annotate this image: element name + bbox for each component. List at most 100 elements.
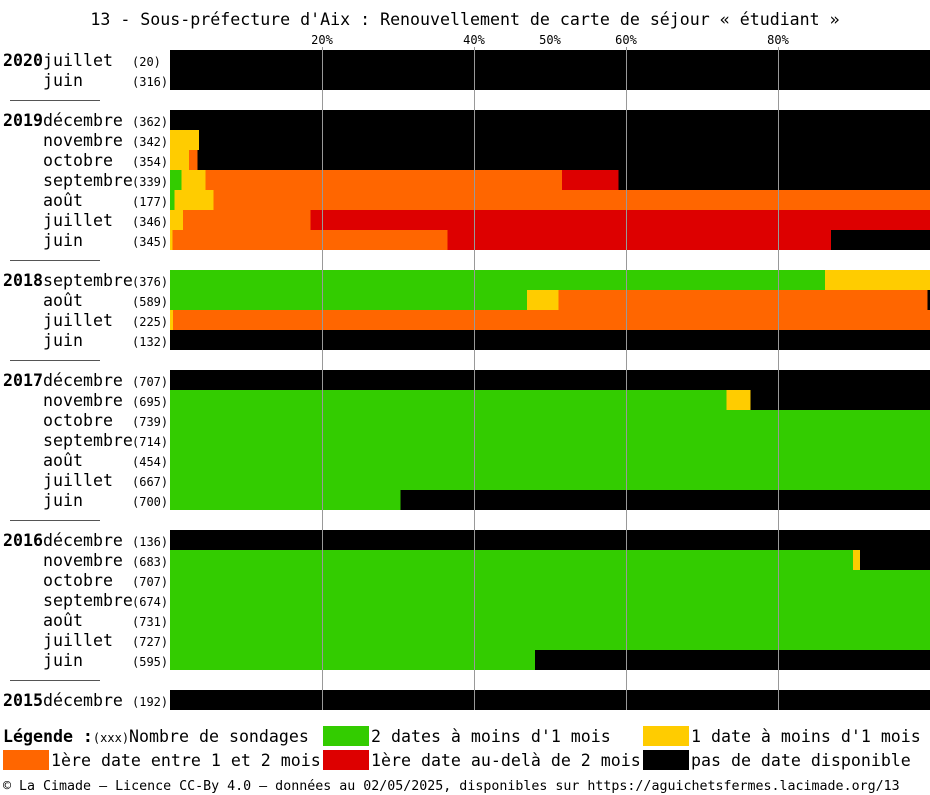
bar-row bbox=[170, 690, 930, 710]
bar-segment-no-date-available bbox=[170, 690, 930, 710]
bar-segment-two-dates-under-1-month bbox=[170, 550, 854, 570]
survey-count-label: (136) bbox=[132, 535, 168, 549]
year-group-2016: 2016 décembre (136) novembre (683) octobre (70… bbox=[3, 531, 168, 670]
bar-segment-two-dates-under-1-month bbox=[170, 390, 727, 410]
year-group-2017: 2017 décembre (707) novembre (695) octobre (73… bbox=[3, 371, 168, 510]
month-label: juillet bbox=[43, 51, 113, 70]
survey-count-label: (362) bbox=[132, 115, 168, 129]
bar-segment-no-date-available bbox=[860, 550, 930, 570]
bar-segment-no-date-available bbox=[170, 110, 930, 130]
bar-segment-one-date-under-1-month bbox=[170, 210, 183, 230]
bar-segment-two-dates-under-1-month bbox=[170, 470, 930, 490]
footer-credits: © La Cimade — Licence CC-By 4.0 — donnée… bbox=[3, 778, 900, 794]
bar-segment-two-dates-under-1-month bbox=[170, 630, 930, 650]
survey-count-label: (345) bbox=[132, 235, 168, 249]
bar-segment-two-dates-under-1-month bbox=[170, 590, 930, 610]
plot-area bbox=[170, 50, 930, 710]
bar-segment-one-date-under-1-month bbox=[726, 390, 751, 410]
bar-segment-one-date-under-1-month bbox=[527, 290, 559, 310]
x-axis-ticks: 20% 40% 50% 60% 80% bbox=[311, 33, 789, 47]
bar-row bbox=[170, 370, 930, 390]
legend-label-first-date-1-to-2-months: 1ère date entre 1 et 2 mois bbox=[51, 751, 321, 770]
month-label: juin bbox=[43, 331, 83, 350]
legend-swatch-first-date-over-2-months bbox=[323, 750, 369, 770]
bar-segment-two-dates-under-1-month bbox=[170, 570, 930, 590]
chart-title: 13 - Sous-préfecture d'Aix : Renouvellem… bbox=[90, 10, 839, 29]
month-label: novembre bbox=[43, 131, 123, 150]
bar-segment-one-date-under-1-month bbox=[170, 130, 199, 150]
month-label: juillet bbox=[43, 471, 113, 490]
gridlines bbox=[322, 47, 779, 710]
legend-swatch-first-date-1-to-2-months bbox=[3, 750, 49, 770]
year-group-2018: 2018 septembre (376) août (589) juillet (225) j… bbox=[3, 271, 168, 350]
survey-count-label: (376) bbox=[132, 275, 168, 289]
bar-row bbox=[170, 290, 930, 310]
bar-segment-no-date-available bbox=[927, 290, 930, 310]
bar-segment-two-dates-under-1-month bbox=[170, 610, 930, 630]
month-label: juin bbox=[43, 651, 83, 670]
month-label: novembre bbox=[43, 391, 123, 410]
bar-row bbox=[170, 130, 930, 150]
survey-count-label: (707) bbox=[132, 375, 168, 389]
bar-segment-two-dates-under-1-month bbox=[170, 190, 175, 210]
x-tick-label: 50% bbox=[539, 33, 561, 47]
year-separators bbox=[10, 100, 100, 681]
year-group-2020: 2020 juillet (20) juin (316) bbox=[3, 51, 168, 90]
bar-row bbox=[170, 570, 930, 590]
survey-count-label: (342) bbox=[132, 135, 168, 149]
bar-row bbox=[170, 450, 930, 470]
year-label: 2019 bbox=[3, 111, 43, 130]
survey-count-label: (700) bbox=[132, 495, 168, 509]
legend-count-hint: (xxx) bbox=[93, 731, 129, 745]
bar-row bbox=[170, 330, 930, 350]
bar-segment-first-date-over-2-months bbox=[310, 210, 930, 230]
bar-row bbox=[170, 210, 930, 230]
month-label: juillet bbox=[43, 311, 113, 330]
survey-count-label: (454) bbox=[132, 455, 168, 469]
month-label: décembre bbox=[43, 531, 123, 550]
bar-segment-two-dates-under-1-month bbox=[170, 170, 182, 190]
bar-segment-two-dates-under-1-month bbox=[170, 450, 930, 470]
bar-row bbox=[170, 190, 930, 210]
month-label: décembre bbox=[43, 691, 123, 710]
legend-swatch-two-dates-under-1-month bbox=[323, 726, 369, 746]
bar-segment-no-date-available bbox=[170, 370, 930, 390]
bar-row bbox=[170, 590, 930, 610]
bar-segment-no-date-available bbox=[197, 150, 930, 170]
survey-count-label: (225) bbox=[132, 315, 168, 329]
legend-label-one-date-under-1-month: 1 date à moins d'1 mois bbox=[691, 727, 921, 746]
year-label: 2020 bbox=[3, 51, 43, 70]
bar-row bbox=[170, 230, 930, 250]
bar-segment-first-date-over-2-months bbox=[562, 170, 619, 190]
bar-segment-first-date-1-to-2-months bbox=[182, 210, 311, 230]
month-label: décembre bbox=[43, 371, 123, 390]
month-label: août bbox=[43, 291, 83, 310]
bar-row bbox=[170, 490, 930, 510]
bar-row bbox=[170, 270, 930, 290]
bar-segment-one-date-under-1-month bbox=[181, 170, 206, 190]
survey-count-label: (731) bbox=[132, 615, 168, 629]
month-label: décembre bbox=[43, 111, 123, 130]
month-label: octobre bbox=[43, 151, 113, 170]
survey-count-label: (339) bbox=[132, 175, 168, 189]
bar-segment-no-date-available bbox=[831, 230, 930, 250]
bar-row bbox=[170, 390, 930, 410]
bar-row bbox=[170, 630, 930, 650]
bar-segment-two-dates-under-1-month bbox=[170, 430, 930, 450]
survey-count-label: (177) bbox=[132, 195, 168, 209]
month-label: juin bbox=[43, 231, 83, 250]
bar-row bbox=[170, 650, 930, 670]
row-labels: 2020 juillet (20)juin (316)2019 décembre (362… bbox=[3, 51, 168, 710]
bar-row bbox=[170, 150, 930, 170]
survey-count-label: (674) bbox=[132, 595, 168, 609]
x-tick-label: 80% bbox=[767, 33, 789, 47]
survey-count-label: (714) bbox=[132, 435, 168, 449]
bar-row bbox=[170, 430, 930, 450]
bar-segment-no-date-available bbox=[400, 490, 930, 510]
month-label: septembre bbox=[43, 591, 133, 610]
year-group-2015: 2015 décembre (192) bbox=[3, 691, 168, 710]
bar-row bbox=[170, 310, 930, 330]
bar-segment-first-date-1-to-2-months bbox=[558, 290, 928, 310]
bar-segment-no-date-available bbox=[170, 530, 930, 550]
